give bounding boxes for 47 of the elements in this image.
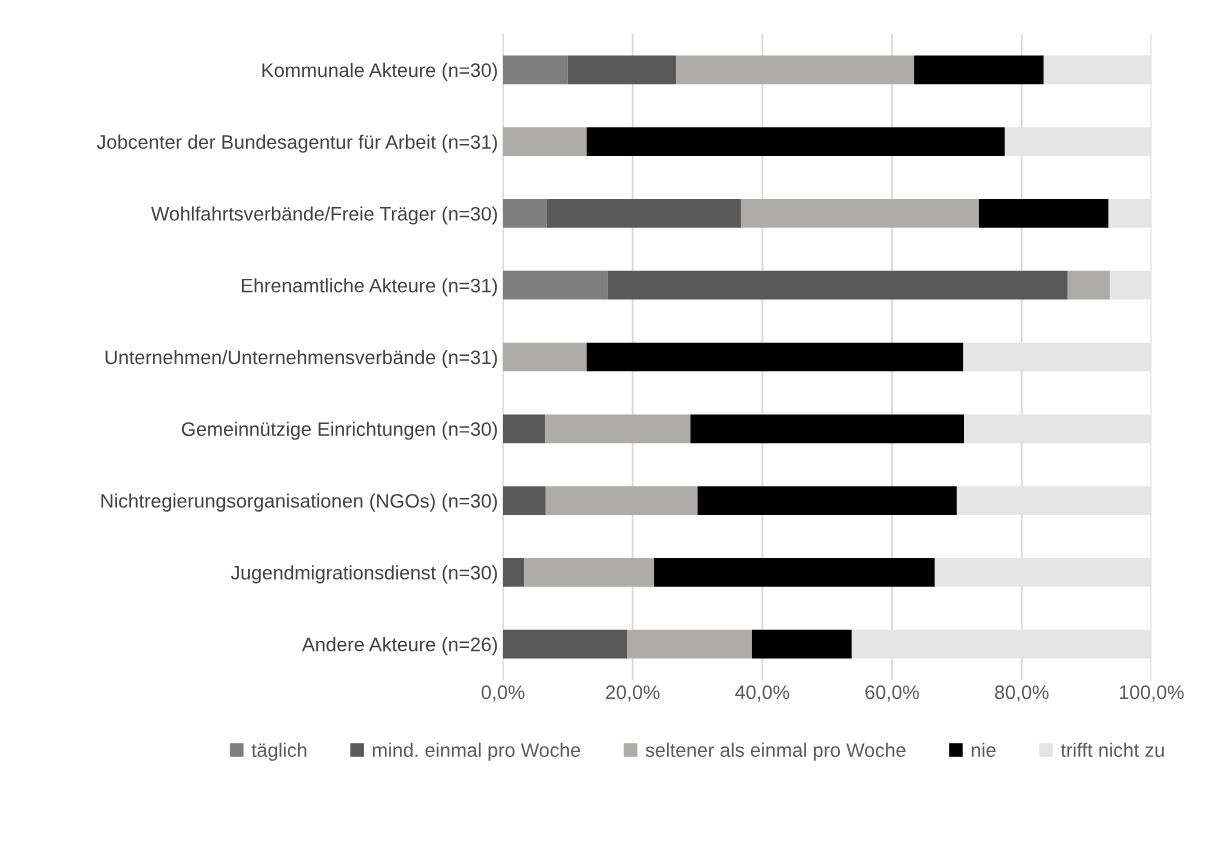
- bar: [676, 55, 915, 85]
- legend-label: nie: [971, 742, 996, 757]
- bar: [524, 557, 655, 587]
- bar: [502, 127, 587, 157]
- bar: [978, 199, 1109, 228]
- bar: [546, 199, 741, 228]
- bar: [751, 629, 852, 659]
- legend-label: trifft nicht zu: [1060, 742, 1164, 757]
- bar: [627, 629, 752, 659]
- bar: [502, 414, 546, 444]
- y-tick-label: Jobcenter der Bundesagentur für Arbeit (n=31): [96, 134, 497, 153]
- bar: [607, 270, 1068, 300]
- bar: [586, 127, 1005, 157]
- bar: [914, 55, 1044, 85]
- bar: [502, 557, 525, 587]
- bar: [502, 55, 568, 85]
- bar: [502, 199, 547, 228]
- bar: [586, 342, 964, 372]
- bar: [1067, 270, 1110, 300]
- bar: [502, 629, 628, 659]
- bar: [545, 414, 691, 444]
- y-tick-label: Andere Akteure (n=26): [301, 637, 497, 656]
- legend-label: täglich: [251, 742, 307, 761]
- x-tick-label: 80,0%: [995, 685, 1049, 702]
- legend-label: seltener als einmal pro Woche: [645, 742, 906, 761]
- bar: [690, 414, 965, 444]
- bar: [740, 199, 979, 228]
- x-tick-label: 0,0%: [481, 685, 525, 702]
- bar: [567, 55, 677, 85]
- bar: [697, 486, 957, 515]
- y-tick-label: Kommunale Akteure (n=30): [262, 62, 497, 81]
- bar: [502, 486, 546, 515]
- y-tick-label: Ehrenamtliche Akteure (n=31): [241, 278, 497, 297]
- bar: [502, 342, 587, 372]
- bar: [654, 557, 935, 587]
- y-tick-label: Jugendmigrationsdienst (n=30): [230, 565, 497, 584]
- x-tick-label: 20,0%: [606, 685, 660, 702]
- x-tick-label: 100,0%: [1119, 685, 1184, 702]
- x-tick-label: 40,0%: [735, 685, 790, 702]
- y-tick-label: Gemeinnützige Einrichtungen (n=30): [181, 421, 497, 440]
- legend-label: mind. einmal pro Woche: [372, 742, 581, 761]
- bar: [502, 270, 608, 300]
- x-tick-label: 60,0%: [865, 685, 919, 702]
- y-tick-label: Nichtregierungsorganisationen (NGOs) (n=30): [101, 493, 497, 512]
- y-tick-label: Wohlfahrtsverbände/Freie Träger (n=30): [151, 206, 497, 225]
- y-tick-label: Unternehmen/Unternehmensverbände (n=31): [105, 349, 497, 369]
- bar: [545, 486, 698, 515]
